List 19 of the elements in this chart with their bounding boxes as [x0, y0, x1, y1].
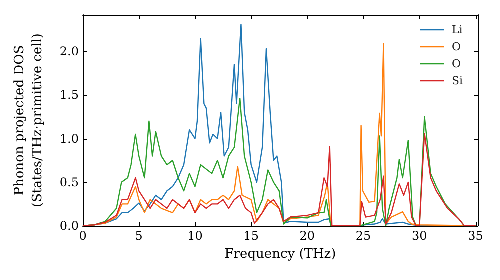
y-tick-label: 0.0: [60, 219, 79, 233]
x-axis-title: Frequency (THz): [224, 247, 336, 262]
legend-label: O: [452, 58, 462, 70]
legend-label: O: [452, 40, 462, 54]
y-tick-label: 1.0: [60, 132, 79, 146]
x-tick-label: 15: [244, 229, 259, 243]
y-tick-label: 0.5: [60, 175, 79, 190]
y-tick-label: 2.0: [60, 44, 79, 59]
x-tick-label: 25: [356, 229, 372, 243]
y-tick-label: 1.5: [60, 88, 79, 102]
legend-label: Si: [452, 74, 464, 88]
x-tick-label: 20: [300, 229, 316, 243]
y-axis-title: Phonon projected DOS (States/THz·primitive cell): [12, 33, 46, 208]
legend-label: Li: [452, 24, 464, 36]
x-tick-label: 10: [188, 229, 203, 243]
x-tick-label: 5: [135, 229, 143, 243]
x-tick-label: 30: [412, 229, 428, 243]
x-tick-label: 35: [468, 229, 484, 243]
x-tick-label: 0: [79, 229, 87, 243]
